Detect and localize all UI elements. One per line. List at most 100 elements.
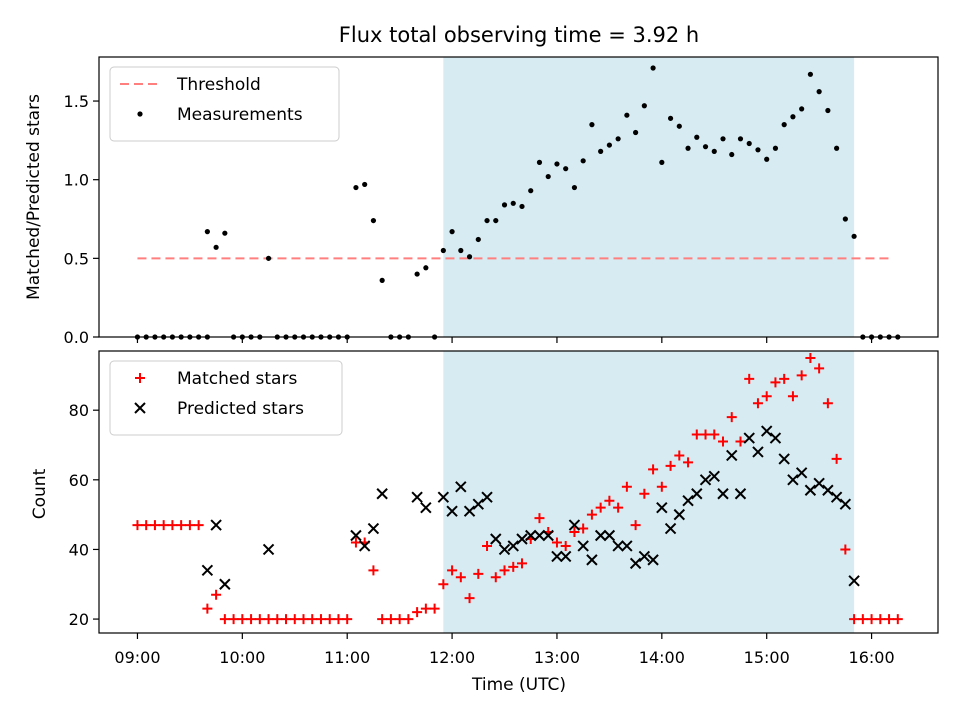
data-point xyxy=(586,509,597,520)
observing-span xyxy=(443,351,855,633)
legend-label: Predicted stars xyxy=(177,399,304,419)
data-point xyxy=(796,370,807,381)
data-point xyxy=(385,614,396,625)
data-point xyxy=(379,277,385,283)
data-point xyxy=(414,271,420,277)
legend-label: Threshold xyxy=(176,75,261,95)
data-point xyxy=(580,158,586,164)
data-point xyxy=(760,425,773,437)
data-point xyxy=(237,614,248,625)
data-point xyxy=(769,432,782,444)
x-tick-label: 09:00 xyxy=(114,648,160,667)
data-point xyxy=(262,543,275,556)
data-point xyxy=(263,614,274,625)
data-point xyxy=(641,103,647,109)
data-point xyxy=(709,429,720,440)
data-point xyxy=(665,460,676,471)
data-point xyxy=(551,537,562,548)
data-point xyxy=(265,255,272,261)
data-point xyxy=(510,200,516,206)
observing-span xyxy=(443,57,855,337)
data-point xyxy=(315,614,326,625)
data-point xyxy=(167,520,178,531)
data-point xyxy=(149,520,160,531)
data-point xyxy=(350,529,362,542)
data-point xyxy=(717,488,729,500)
data-point xyxy=(595,502,606,513)
top-panel: 0.0 0.5 1.0 1.5 Threshold Measurements xyxy=(64,56,939,347)
data-point xyxy=(755,147,761,153)
data-point xyxy=(458,247,464,254)
data-point xyxy=(210,519,222,531)
data-point xyxy=(507,540,519,552)
data-point xyxy=(423,265,429,271)
data-point xyxy=(569,527,580,538)
data-point xyxy=(779,373,790,384)
data-point xyxy=(222,230,228,236)
y-tick-label: 0.5 xyxy=(64,249,89,268)
data-point xyxy=(463,505,476,517)
data-point xyxy=(219,578,231,590)
data-point xyxy=(298,614,309,625)
data-point xyxy=(857,614,868,625)
data-point xyxy=(735,436,746,447)
data-point xyxy=(482,540,493,551)
series-predicted-stars xyxy=(201,425,860,590)
data-point xyxy=(770,377,781,388)
data-point xyxy=(563,166,569,172)
data-point xyxy=(594,529,607,542)
data-point xyxy=(516,558,527,569)
data-point xyxy=(825,107,831,114)
data-point xyxy=(761,391,772,402)
data-point xyxy=(475,236,481,243)
data-point xyxy=(699,474,712,486)
x-tick-label: 16:00 xyxy=(849,648,895,667)
data-point xyxy=(246,614,257,625)
data-point xyxy=(816,89,822,95)
data-point xyxy=(367,522,380,535)
data-point xyxy=(624,112,630,118)
data-point xyxy=(834,145,840,151)
data-point xyxy=(551,550,563,563)
x-axis-label: Time (UTC) xyxy=(471,675,566,695)
top-y-axis-label: Matched/Predicted stars xyxy=(24,94,44,300)
data-point xyxy=(141,520,152,531)
data-point xyxy=(204,229,210,235)
data-point xyxy=(691,488,703,500)
data-point xyxy=(813,477,825,490)
data-point xyxy=(176,520,187,531)
data-point xyxy=(202,603,213,614)
data-point xyxy=(289,614,300,625)
data-point xyxy=(822,484,834,496)
data-point xyxy=(201,564,214,577)
data-point xyxy=(781,122,787,128)
x-tick-label: 10:00 xyxy=(219,648,265,667)
data-point xyxy=(508,561,519,572)
data-point xyxy=(394,614,405,625)
data-point xyxy=(708,470,720,483)
bottom-y-axis-label: Count xyxy=(30,468,50,519)
data-point xyxy=(254,614,265,625)
data-point xyxy=(647,554,659,566)
data-point xyxy=(667,115,674,121)
series-measurements xyxy=(134,65,901,340)
legend-box xyxy=(109,360,343,436)
data-point xyxy=(534,513,545,524)
legend-label: Matched stars xyxy=(177,369,297,389)
chart-title: Flux total observing time = 3.92 h xyxy=(339,23,699,47)
data-point xyxy=(726,412,737,423)
data-point xyxy=(726,449,738,462)
data-point xyxy=(447,565,458,576)
data-point xyxy=(481,491,493,503)
data-point xyxy=(493,217,499,224)
data-point xyxy=(559,550,572,563)
data-point xyxy=(630,520,641,531)
data-point xyxy=(659,159,665,165)
data-point xyxy=(737,136,744,142)
y-tick-label: 80 xyxy=(69,401,89,420)
data-point xyxy=(799,106,805,112)
data-point xyxy=(606,142,612,148)
data-point xyxy=(764,156,770,162)
data-point xyxy=(420,501,432,514)
